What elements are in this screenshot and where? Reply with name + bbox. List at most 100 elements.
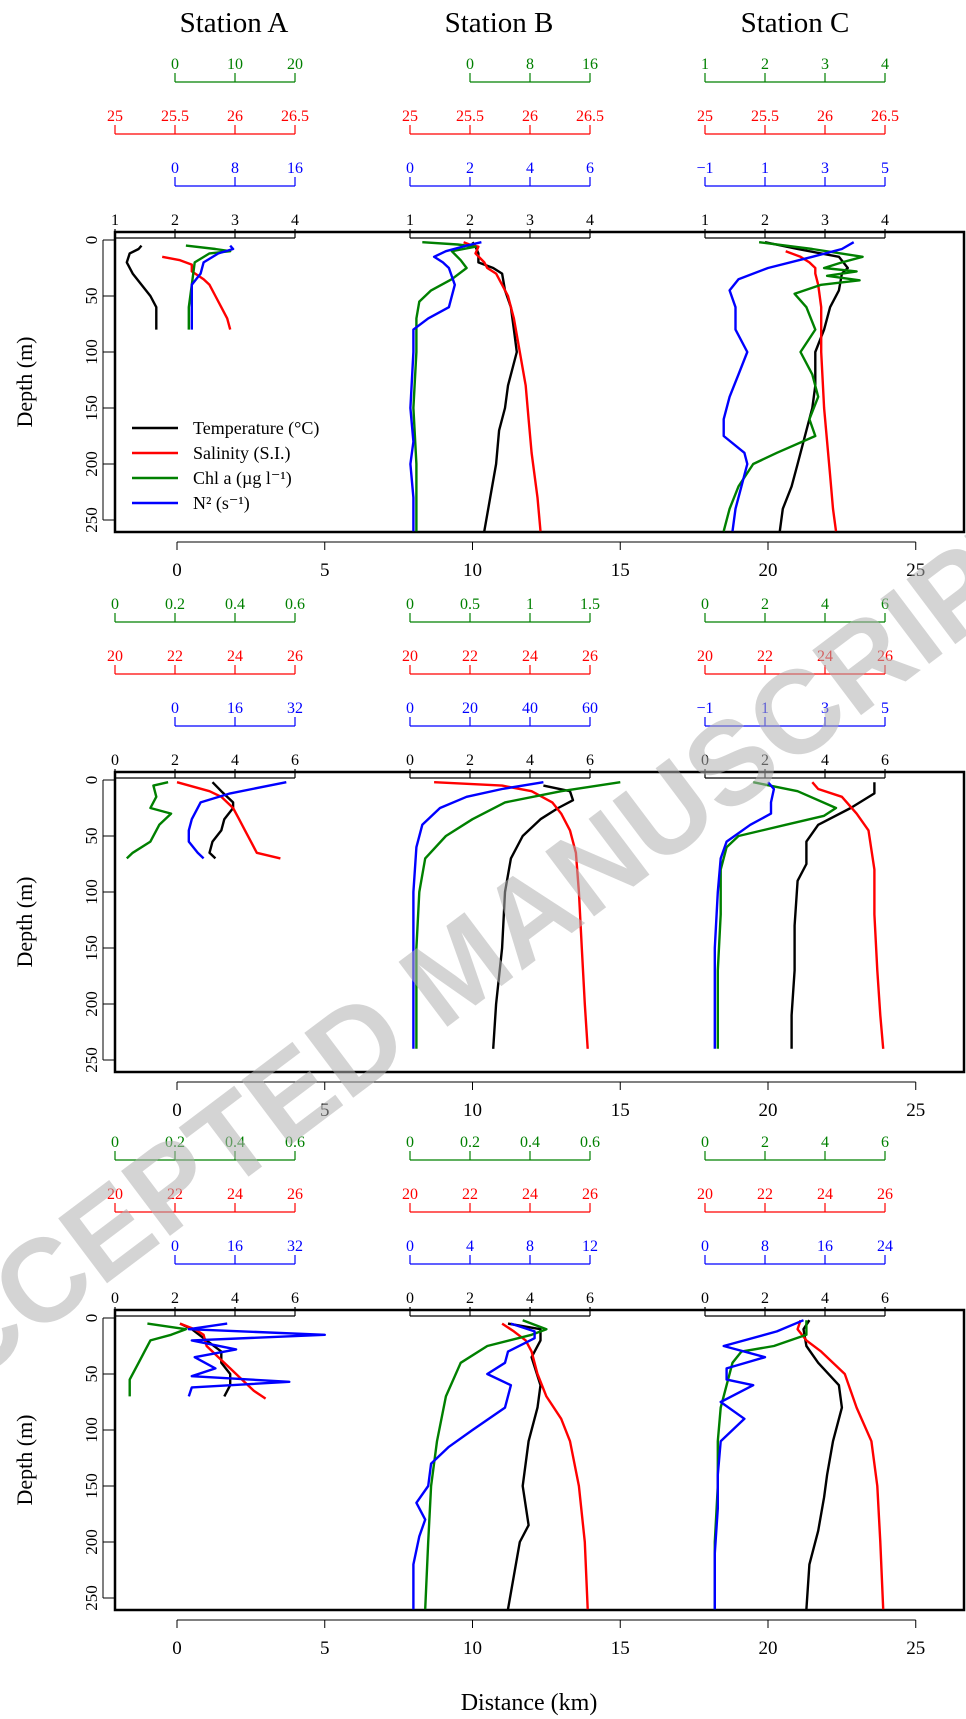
salinity-scale-label: 22 bbox=[167, 648, 183, 665]
chl-scale-label: 2 bbox=[761, 596, 769, 613]
plot-frame-2 bbox=[113, 770, 966, 1074]
salinity-scale-label: 22 bbox=[462, 1186, 478, 1203]
station-a-title: Station A bbox=[180, 7, 289, 39]
temperature-scale-label: 6 bbox=[586, 752, 594, 769]
series-C-temperature bbox=[802, 1319, 844, 1610]
x-tick-label: 5 bbox=[320, 560, 330, 581]
series-B-chl bbox=[415, 781, 621, 1049]
salinity-scale-label: 26 bbox=[522, 108, 538, 125]
depth-tick-label: 150 bbox=[82, 1473, 101, 1499]
n2-scale-label: 16 bbox=[287, 160, 303, 177]
series-A-temperature bbox=[179, 1322, 232, 1397]
salinity-scale-label: 25 bbox=[107, 108, 123, 125]
salinity-scale-label: 24 bbox=[817, 648, 833, 665]
temperature-scale-label: 4 bbox=[526, 1290, 534, 1307]
series-B-salinity bbox=[463, 241, 542, 532]
depth-tick-label: 100 bbox=[82, 879, 101, 905]
temperature-scale-label: 0 bbox=[406, 752, 414, 769]
temperature-scale-label: 0 bbox=[111, 1290, 119, 1307]
salinity-scale-label: 22 bbox=[757, 648, 773, 665]
chl-scale-label: 0.6 bbox=[580, 1134, 600, 1151]
chl-scale-label: 0.2 bbox=[165, 1134, 185, 1151]
temperature-scale-label: 0 bbox=[406, 1290, 414, 1307]
temperature-scale-label: 6 bbox=[881, 1290, 889, 1307]
x-tick-label: 5 bbox=[320, 1638, 330, 1659]
series-B-chl bbox=[424, 1319, 548, 1610]
series-C-chl bbox=[716, 781, 838, 1049]
series-B-n2 bbox=[412, 1322, 536, 1610]
series-C-n2 bbox=[713, 781, 776, 1049]
series-A-n2 bbox=[187, 781, 287, 860]
depth-tick-label: 200 bbox=[82, 451, 101, 477]
salinity-scale-label: 25.5 bbox=[456, 108, 484, 125]
chl-scale-label: 0 bbox=[111, 1134, 119, 1151]
chl-scale-label: 0 bbox=[406, 1134, 414, 1151]
series-C-salinity bbox=[796, 1319, 885, 1610]
temperature-scale-label: 6 bbox=[586, 1290, 594, 1307]
depth-tick-label: 0 bbox=[82, 1314, 101, 1323]
series-C-salinity bbox=[785, 250, 838, 532]
series-B-chl bbox=[412, 241, 477, 532]
series-C-salinity bbox=[811, 781, 885, 1049]
temperature-scale-label: 4 bbox=[526, 752, 534, 769]
chl-scale-label: 4 bbox=[881, 56, 889, 73]
temperature-scale-label: 6 bbox=[291, 752, 299, 769]
salinity-scale-label: 24 bbox=[817, 1186, 833, 1203]
depth-tick-label: 50 bbox=[82, 828, 101, 845]
temperature-scale-label: 0 bbox=[111, 752, 119, 769]
salinity-scale-label: 20 bbox=[402, 1186, 418, 1203]
chl-scale-label: 0.6 bbox=[285, 596, 305, 613]
chl-scale-label: 0.2 bbox=[165, 596, 185, 613]
depth-tick-label: 0 bbox=[82, 776, 101, 785]
temperature-scale-label: 0 bbox=[701, 752, 709, 769]
legend-label: Salinity (S.I.) bbox=[193, 443, 291, 464]
n2-scale-label: 40 bbox=[522, 700, 538, 717]
temperature-scale-label: 2 bbox=[171, 212, 179, 229]
x-tick-label: 25 bbox=[906, 1100, 925, 1121]
n2-scale-label: 8 bbox=[526, 1238, 534, 1255]
temperature-scale-label: 2 bbox=[466, 1290, 474, 1307]
chl-scale-label: 20 bbox=[287, 56, 303, 73]
x-tick-label: 20 bbox=[759, 1638, 778, 1659]
temperature-scale-label: 4 bbox=[821, 1290, 829, 1307]
salinity-scale-label: 26.5 bbox=[576, 108, 604, 125]
series-A-salinity bbox=[161, 255, 232, 330]
salinity-scale-label: 25 bbox=[402, 108, 418, 125]
chl-scale-label: 0 bbox=[111, 596, 119, 613]
x-tick-label: 0 bbox=[172, 560, 182, 581]
n2-scale-label: 5 bbox=[881, 160, 889, 177]
x-tick-label: 10 bbox=[463, 1638, 482, 1659]
series-B-temperature bbox=[506, 1322, 542, 1610]
salinity-scale-label: 24 bbox=[522, 648, 538, 665]
chl-scale-label: 4 bbox=[821, 1134, 829, 1151]
series-B-n2 bbox=[409, 241, 482, 532]
series-B-temperature bbox=[471, 241, 518, 532]
series-A-temperature bbox=[125, 244, 158, 330]
x-tick-label: 20 bbox=[759, 560, 778, 581]
x-tick-label: 25 bbox=[906, 1638, 925, 1659]
chl-scale-label: 0.4 bbox=[225, 1134, 245, 1151]
salinity-scale-label: 25.5 bbox=[161, 108, 189, 125]
n2-scale-label: 2 bbox=[466, 160, 474, 177]
temperature-scale-label: 1 bbox=[701, 212, 709, 229]
n2-scale-label: 0 bbox=[701, 1238, 709, 1255]
temperature-scale-label: 2 bbox=[761, 752, 769, 769]
x-tick-label: 15 bbox=[611, 1638, 630, 1659]
depth-tick-label: 150 bbox=[82, 935, 101, 961]
salinity-scale-label: 22 bbox=[462, 648, 478, 665]
n2-scale-label: 0 bbox=[406, 160, 414, 177]
n2-scale-label: 24 bbox=[877, 1238, 893, 1255]
n2-scale-label: 16 bbox=[227, 1238, 243, 1255]
n2-scale-label: 6 bbox=[586, 160, 594, 177]
chl-scale-label: 0.4 bbox=[225, 596, 245, 613]
chl-scale-label: 0 bbox=[406, 596, 414, 613]
series-A-n2 bbox=[187, 1322, 326, 1397]
salinity-scale-label: 24 bbox=[522, 1186, 538, 1203]
x-tick-label: 15 bbox=[611, 1100, 630, 1121]
series-B-n2 bbox=[412, 781, 544, 1049]
x-axis-label: Distance (km) bbox=[461, 1690, 598, 1716]
salinity-scale-label: 20 bbox=[402, 648, 418, 665]
n2-scale-label: 32 bbox=[287, 700, 303, 717]
series-A-chl bbox=[128, 1322, 188, 1397]
